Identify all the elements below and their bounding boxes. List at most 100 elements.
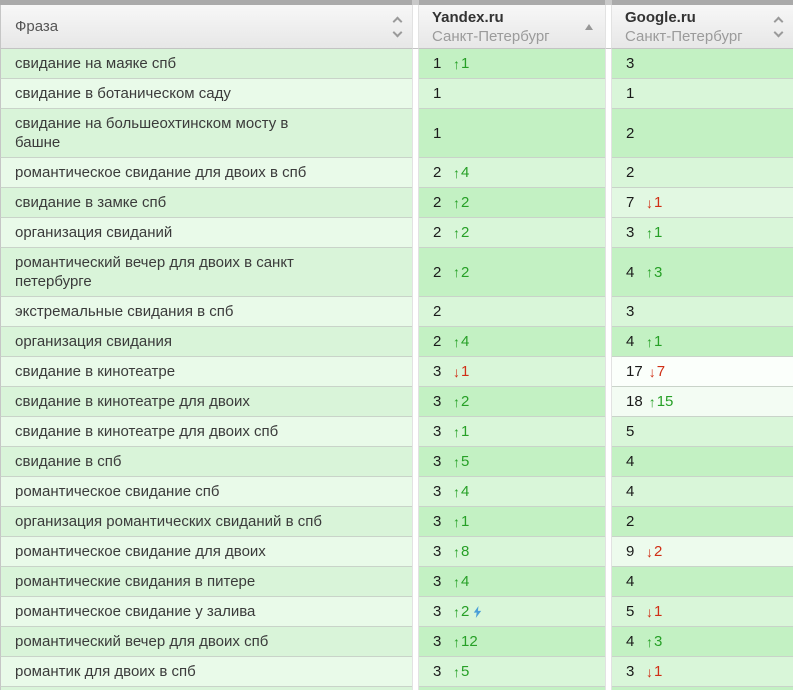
column-gutter	[605, 188, 612, 218]
google-position-cell: 4	[612, 567, 793, 597]
column-gutter	[605, 687, 612, 690]
position-value: 3	[626, 224, 635, 241]
yandex-position-cell: 3 ↑ 4	[419, 567, 605, 597]
position-value: 7	[626, 194, 635, 211]
sort-updown-icon[interactable]	[392, 16, 403, 37]
column-gutter	[605, 79, 612, 109]
column-gutter	[605, 109, 612, 158]
column-gutter	[412, 537, 419, 567]
google-position-cell: 3 ↓ 1	[612, 657, 793, 687]
position-value: 1	[433, 124, 442, 142]
position-change: ↑ 4	[453, 483, 469, 500]
google-position-cell: 2	[612, 158, 793, 188]
change-value: 4	[461, 573, 470, 590]
change-arrow-icon: ↓	[646, 543, 653, 560]
phrase-cell[interactable]: свидание в кинотеатре для двоих спб	[0, 417, 412, 447]
position-change: ↓ 1	[646, 603, 662, 620]
phrase-text: романтические свидания в питере	[15, 573, 256, 590]
phrase-cell[interactable]: романтические свидания в питере	[0, 567, 412, 597]
phrase-text: организация свиданий	[15, 224, 173, 241]
yandex-position-cell: 3 ↑ 2	[419, 597, 605, 627]
column-gutter	[412, 109, 419, 158]
phrase-column-header[interactable]: Фраза	[0, 5, 412, 49]
position-value: 3	[626, 303, 635, 320]
phrase-cell[interactable]: организация свиданий	[0, 218, 412, 248]
change-value: 2	[461, 603, 470, 620]
column-gutter	[605, 218, 612, 248]
phrase-text: свидание в спб	[15, 453, 122, 470]
google-column-header[interactable]: Google.ru Санкт-Петербург	[612, 5, 793, 49]
phrase-cell[interactable]: свидание в ботаническом саду	[0, 79, 412, 109]
phrase-cell[interactable]: романтический вечер для двоих спб	[0, 627, 412, 657]
column-gutter	[412, 687, 419, 690]
yandex-position-cell: 3 ↑ 2	[419, 387, 605, 417]
position-change: ↑ 1	[646, 224, 662, 241]
column-gutter	[605, 387, 612, 417]
change-arrow-icon: ↑	[453, 543, 460, 560]
change-arrow-icon: ↑	[453, 483, 460, 500]
yandex-column-header[interactable]: Yandex.ru Санкт-Петербург	[419, 5, 605, 49]
phrase-cell[interactable]: романтик для двоих в спб	[0, 657, 412, 687]
phrase-cell[interactable]: свидание на большеохтинском мосту в башн…	[0, 109, 412, 158]
position-value: 3	[433, 513, 442, 530]
google-position-cell: 2	[612, 109, 793, 158]
column-gutter	[412, 507, 419, 537]
change-arrow-icon: ↑	[453, 633, 460, 650]
phrase-cell[interactable]: свидание в кинотеатре	[0, 357, 412, 387]
position-change: ↓ 2	[646, 543, 662, 560]
phrase-text: романтическое свидание у залива	[15, 603, 256, 620]
position-change: ↑ 5	[453, 663, 469, 680]
phrase-cell[interactable]: романтическое свидание спб	[0, 477, 412, 507]
column-gutter	[412, 297, 419, 327]
position-change: ↑ 2	[453, 194, 469, 211]
phrase-cell[interactable]: экстремальные свидания в спб	[0, 297, 412, 327]
column-gutter	[605, 297, 612, 327]
yandex-position-cell: 1	[419, 79, 605, 109]
phrase-cell[interactable]: романтическое свидание для двоих	[0, 537, 412, 567]
change-value: 5	[461, 453, 470, 470]
phrase-cell[interactable]: организация свидания	[0, 327, 412, 357]
column-gutter	[412, 79, 419, 109]
google-position-cell: 17 ↓ 7	[612, 357, 793, 387]
change-value: 1	[654, 663, 663, 680]
change-arrow-icon: ↑	[453, 164, 460, 181]
phrase-cell[interactable]: свидание на маяке спб	[0, 49, 412, 79]
change-value: 1	[461, 55, 470, 72]
column-gutter	[412, 218, 419, 248]
change-value: 5	[461, 663, 470, 680]
google-position-cell: 2	[612, 507, 793, 537]
position-change: ↑ 2	[453, 393, 469, 410]
change-value: 3	[654, 263, 663, 281]
position-value: 9	[626, 543, 635, 560]
column-gutter	[605, 327, 612, 357]
column-gutter	[605, 477, 612, 507]
phrase-cell[interactable]: романтическое свидание у залива	[0, 597, 412, 627]
change-arrow-icon: ↑	[453, 453, 460, 470]
position-value: 3	[433, 633, 442, 650]
column-gutter	[412, 49, 419, 79]
column-gutter	[412, 387, 419, 417]
phrase-text: романтическое свидание для двоих	[15, 543, 266, 560]
phrase-cell[interactable]: свидание в спб	[0, 447, 412, 477]
phrase-cell[interactable]: организация романтического свидания в сп…	[0, 687, 412, 690]
phrase-text: романтическое свидание спб	[15, 483, 220, 500]
change-arrow-icon: ↑	[646, 224, 653, 241]
position-value: 3	[433, 663, 442, 680]
google-position-cell: 3	[612, 49, 793, 79]
phrase-cell[interactable]: организация романтических свиданий в спб	[0, 507, 412, 537]
phrase-cell[interactable]: романтический вечер для двоих в санкт пе…	[0, 248, 412, 297]
change-value: 2	[461, 224, 470, 241]
sort-updown-icon[interactable]	[773, 16, 784, 37]
position-change: ↑ 3	[646, 633, 662, 650]
change-arrow-icon: ↑	[453, 423, 460, 440]
column-gutter	[605, 158, 612, 188]
change-value: 2	[461, 263, 470, 281]
change-arrow-icon: ↓	[646, 603, 653, 620]
column-gutter	[412, 657, 419, 687]
phrase-cell[interactable]: свидание в кинотеатре для двоих	[0, 387, 412, 417]
position-value: 2	[433, 224, 442, 241]
phrase-cell[interactable]: романтическое свидание для двоих в спб	[0, 158, 412, 188]
phrase-cell[interactable]: свидание в замке спб	[0, 188, 412, 218]
sort-ascending-icon[interactable]	[585, 23, 593, 30]
